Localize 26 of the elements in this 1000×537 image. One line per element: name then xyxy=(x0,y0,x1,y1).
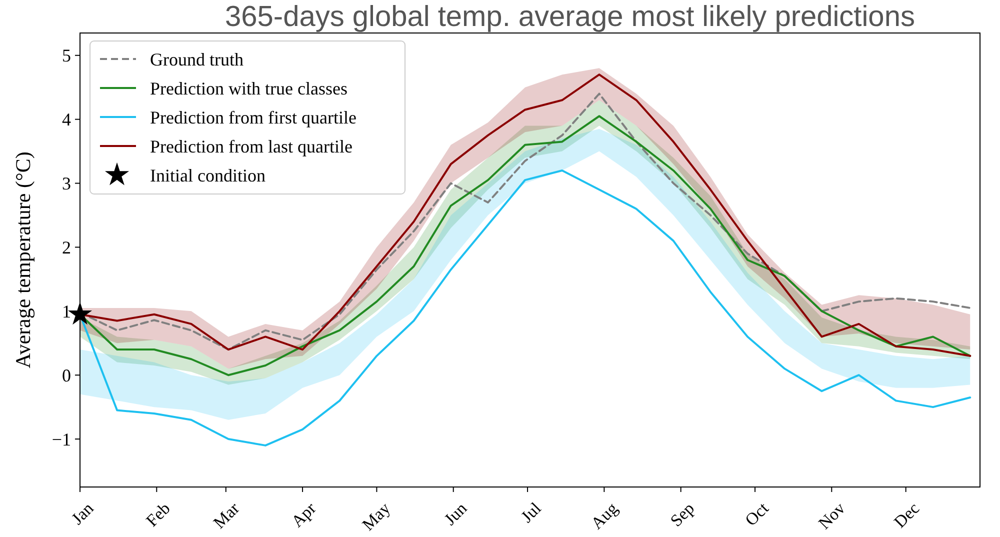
y-tick-label: 4 xyxy=(62,110,71,130)
x-tick-label: Jul xyxy=(517,498,545,526)
y-tick-label: 3 xyxy=(62,174,71,194)
x-tick-label: Jan xyxy=(68,498,98,528)
x-tick-label: Jun xyxy=(440,498,471,529)
legend-label: Prediction with true classes xyxy=(150,78,348,98)
x-tick-label: Mar xyxy=(210,498,244,532)
chart-title: 365-days global temp. average most likely predictions xyxy=(225,1,915,33)
legend-label: Ground truth xyxy=(150,49,244,70)
x-tick-label: Sep xyxy=(666,498,698,530)
y-axis-title: Average temperature (°C) xyxy=(11,152,35,368)
legend-label: Initial condition xyxy=(150,165,266,186)
x-tick-label: Apr xyxy=(288,498,320,531)
x-tick-label: Aug xyxy=(587,498,622,533)
y-tick-label: 1 xyxy=(62,301,71,322)
y-tick-label: 5 xyxy=(62,46,71,66)
x-tick-label: Feb xyxy=(142,498,174,530)
legend-label: Prediction from last quartile xyxy=(150,136,352,156)
x-tick-label: Oct xyxy=(741,498,772,530)
y-tick-label: 0 xyxy=(62,365,71,386)
x-tick-label: May xyxy=(358,498,394,534)
x-tick-label: Dec xyxy=(890,498,924,532)
legend-label: Prediction from first quartile xyxy=(150,107,356,128)
y-tick-label: 2 xyxy=(62,238,71,258)
y-tick-label: −1 xyxy=(52,429,71,450)
x-tick-label: Nov xyxy=(814,498,850,533)
